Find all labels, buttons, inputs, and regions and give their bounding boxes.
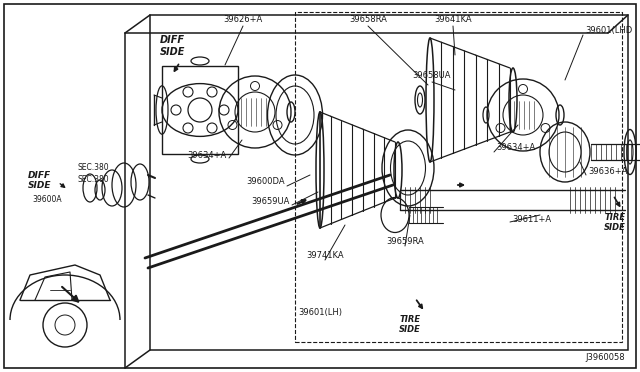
Text: SEC.380: SEC.380 — [78, 164, 109, 173]
Text: TIRE: TIRE — [399, 315, 420, 324]
Text: SIDE: SIDE — [160, 47, 186, 57]
Bar — [150, 15, 628, 350]
Text: 39741KA: 39741KA — [306, 251, 344, 260]
Text: 39659UA: 39659UA — [252, 198, 290, 206]
Text: SIDE: SIDE — [28, 180, 51, 189]
Text: 39626+A: 39626+A — [223, 16, 262, 25]
Text: TIRE: TIRE — [604, 214, 625, 222]
Text: 39641KA: 39641KA — [434, 16, 472, 25]
Text: 39658RA: 39658RA — [349, 16, 387, 25]
Bar — [162, 66, 238, 154]
Text: 39611+A: 39611+A — [512, 215, 551, 224]
Text: 39659RA: 39659RA — [386, 237, 424, 247]
Text: DIFF: DIFF — [160, 35, 185, 45]
Text: DIFF: DIFF — [28, 170, 51, 180]
Text: 39636+A: 39636+A — [588, 167, 627, 176]
Text: 39600A: 39600A — [32, 196, 61, 205]
Text: J3960058: J3960058 — [586, 353, 625, 362]
Text: 39600DA: 39600DA — [246, 177, 285, 186]
Text: 39601(LH): 39601(LH) — [298, 308, 342, 317]
Text: 39658UA: 39658UA — [413, 71, 451, 80]
Text: SIDE: SIDE — [399, 326, 421, 334]
Text: SIDE: SIDE — [604, 224, 626, 232]
Text: 39634+A: 39634+A — [496, 144, 535, 153]
Text: SEC.380: SEC.380 — [78, 176, 109, 185]
Text: 39634+A: 39634+A — [188, 151, 227, 160]
Text: 39601(LHD: 39601(LHD — [585, 26, 632, 35]
Bar — [295, 12, 622, 342]
